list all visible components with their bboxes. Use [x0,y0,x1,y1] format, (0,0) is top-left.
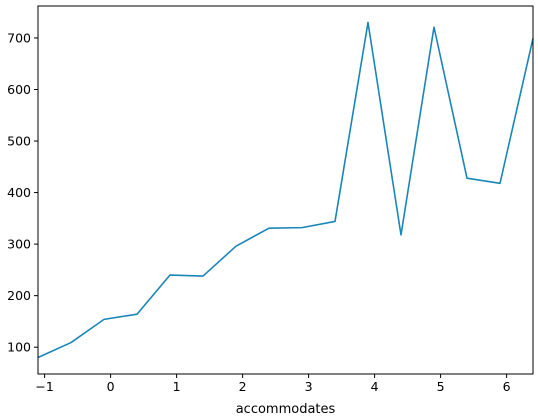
y-tick-label: 300 [7,237,31,252]
y-tick-label: 500 [7,134,31,149]
y-axis-ticks: 100 200 300 400 500 600 700 [7,30,38,355]
x-axis-ticks: −1 0 1 2 3 4 5 6 [35,374,511,394]
x-tick-label: 3 [305,379,313,394]
x-tick-label: 6 [503,379,511,394]
x-tick-label: 5 [437,379,445,394]
axes-frame [37,5,534,375]
y-tick-label: 600 [7,82,31,97]
x-tick-label: 4 [371,379,379,394]
y-tick-label: 400 [7,185,31,200]
x-tick-label: −1 [35,379,53,394]
x-tick-label: 0 [107,379,115,394]
plot-area [37,21,534,359]
y-tick-label: 100 [7,340,31,355]
x-axis-label: accommodates [236,402,336,417]
x-tick-label: 1 [173,379,181,394]
x-tick-label: 2 [239,379,247,394]
series-line [37,21,534,359]
y-tick-label: 200 [7,288,31,303]
y-tick-label: 700 [7,30,31,45]
